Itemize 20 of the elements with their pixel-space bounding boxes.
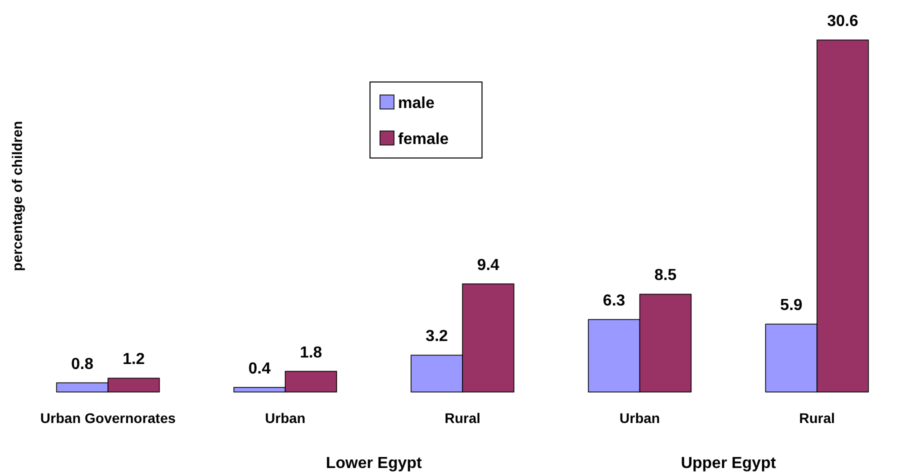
legend-label: male	[398, 95, 435, 112]
data-label: 8.5	[654, 267, 677, 284]
x-tick-label: Urban Governorates	[40, 410, 176, 426]
data-label: 30.6	[827, 13, 858, 30]
text: Lower Egypt	[326, 455, 423, 472]
x-tick-label: Rural	[444, 410, 480, 426]
data-label: 9.4	[477, 256, 500, 274]
data-label: 3.2	[426, 328, 448, 346]
data-label: 0.4	[248, 360, 271, 378]
data-label: 5.9	[780, 297, 803, 314]
x-tick-label: Urban	[620, 410, 660, 426]
data-label: 1.2	[122, 351, 145, 368]
text: Upper Egypt	[680, 455, 777, 472]
legend-label: female	[398, 131, 449, 148]
data-label: 1.8	[300, 344, 322, 362]
y-axis-title: percentage of children	[9, 120, 25, 272]
x-tick-label: Rural	[799, 410, 835, 426]
data-label: 0.8	[71, 356, 94, 373]
data-label: 6.3	[602, 292, 626, 310]
x-tick-label: Urban	[265, 410, 306, 426]
